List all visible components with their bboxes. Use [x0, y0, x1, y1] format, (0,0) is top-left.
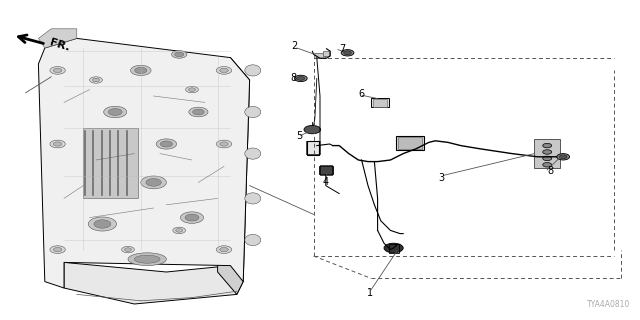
Circle shape [156, 139, 177, 149]
Circle shape [160, 141, 173, 147]
Bar [373, 99, 387, 107]
Circle shape [131, 65, 151, 76]
Ellipse shape [245, 106, 261, 118]
Circle shape [50, 67, 65, 74]
Bar [396, 136, 424, 150]
Circle shape [134, 67, 147, 74]
Circle shape [216, 140, 232, 148]
Bar [323, 51, 329, 56]
Circle shape [189, 107, 208, 117]
Circle shape [90, 77, 102, 83]
Text: 6: 6 [358, 89, 365, 99]
Bar [398, 137, 422, 149]
Circle shape [88, 217, 116, 231]
Circle shape [344, 51, 351, 55]
Circle shape [559, 155, 567, 159]
Bar [320, 165, 332, 175]
Bar [314, 53, 325, 58]
Bar [306, 141, 320, 154]
Circle shape [108, 108, 122, 116]
Polygon shape [218, 58, 250, 294]
Circle shape [304, 125, 321, 134]
Circle shape [104, 106, 127, 118]
Circle shape [188, 88, 196, 92]
Circle shape [180, 212, 204, 223]
Circle shape [384, 243, 403, 253]
Polygon shape [38, 38, 250, 288]
Text: 1: 1 [367, 288, 374, 298]
Circle shape [53, 68, 62, 73]
Circle shape [175, 52, 184, 57]
Text: 3: 3 [438, 172, 445, 183]
Text: 2: 2 [291, 41, 298, 52]
Circle shape [53, 142, 62, 146]
Bar [307, 141, 319, 155]
Circle shape [172, 51, 187, 58]
Circle shape [216, 246, 232, 253]
Circle shape [50, 246, 65, 253]
Ellipse shape [134, 255, 160, 263]
Polygon shape [64, 262, 243, 304]
Circle shape [216, 67, 232, 74]
Circle shape [543, 163, 552, 167]
Circle shape [122, 246, 134, 253]
Circle shape [175, 228, 183, 232]
Polygon shape [38, 29, 77, 48]
Circle shape [297, 76, 305, 80]
Circle shape [53, 247, 62, 252]
Bar [83, 128, 138, 198]
Circle shape [557, 154, 570, 160]
Circle shape [185, 214, 199, 221]
Circle shape [543, 156, 552, 161]
Circle shape [94, 220, 111, 228]
Circle shape [341, 50, 354, 56]
Circle shape [173, 227, 186, 234]
Circle shape [543, 150, 552, 154]
Bar [389, 244, 399, 253]
Ellipse shape [245, 148, 261, 159]
Bar [371, 98, 389, 107]
Text: 8: 8 [548, 166, 554, 176]
Ellipse shape [245, 65, 261, 76]
Text: FR.: FR. [49, 38, 71, 53]
Circle shape [146, 179, 161, 186]
Circle shape [193, 109, 204, 115]
Text: 8: 8 [290, 73, 296, 83]
Circle shape [220, 247, 228, 252]
Circle shape [186, 86, 198, 93]
Circle shape [543, 143, 552, 148]
Circle shape [50, 140, 65, 148]
Text: TYA4A0810: TYA4A0810 [587, 300, 630, 309]
Bar [319, 166, 333, 174]
Ellipse shape [245, 234, 261, 246]
Circle shape [93, 78, 100, 82]
Circle shape [220, 68, 228, 73]
Ellipse shape [128, 253, 166, 266]
Circle shape [124, 248, 132, 252]
Circle shape [220, 142, 228, 146]
Text: 4: 4 [323, 177, 329, 187]
Circle shape [141, 176, 166, 189]
Bar [534, 139, 560, 168]
Text: 5: 5 [296, 131, 303, 141]
Text: 7: 7 [339, 44, 346, 54]
Ellipse shape [245, 193, 261, 204]
Circle shape [294, 75, 307, 82]
